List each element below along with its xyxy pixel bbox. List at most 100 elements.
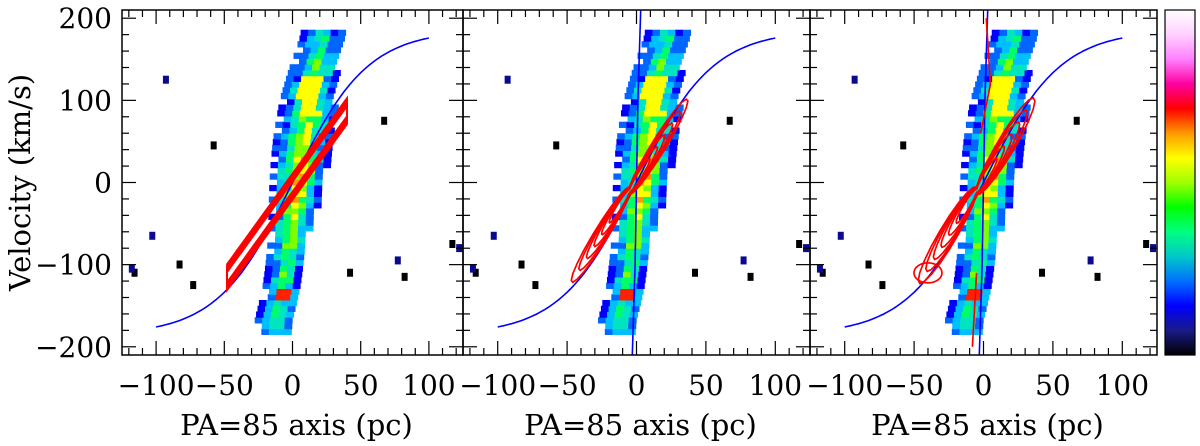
heat-cell bbox=[622, 156, 631, 163]
heat-cell bbox=[947, 305, 957, 312]
heat-cell bbox=[649, 225, 658, 232]
heat-cell bbox=[291, 196, 300, 203]
heat-cell bbox=[276, 184, 285, 192]
heat-cell bbox=[312, 87, 321, 94]
heat-cell bbox=[327, 87, 336, 94]
heat-cell bbox=[622, 311, 631, 318]
x-tick-label: −50 bbox=[195, 369, 254, 402]
heat-cell bbox=[315, 75, 324, 82]
heat-cell bbox=[323, 29, 332, 36]
noise-pixel bbox=[1094, 272, 1101, 281]
heat-cell bbox=[679, 41, 688, 48]
heat-cell bbox=[962, 144, 971, 151]
heat-cell bbox=[282, 121, 291, 128]
heat-cell bbox=[305, 225, 314, 232]
heat-cell bbox=[627, 288, 636, 295]
heat-cell bbox=[666, 81, 675, 88]
heat-cell bbox=[658, 81, 667, 88]
x-tick-label: 0 bbox=[284, 369, 302, 402]
heat-cell bbox=[280, 259, 289, 266]
heat-cell bbox=[623, 265, 632, 272]
heat-cell bbox=[264, 265, 273, 272]
heat-cell bbox=[968, 161, 977, 169]
heat-cell bbox=[1015, 52, 1024, 59]
heat-cell bbox=[973, 236, 982, 243]
heat-cell bbox=[613, 282, 622, 289]
noise-pixel bbox=[472, 268, 479, 277]
heat-cell bbox=[315, 104, 324, 111]
heat-cell bbox=[642, 213, 651, 220]
x-axis-label: PA=85 axis (pc) bbox=[871, 408, 1104, 442]
heat-cell bbox=[989, 196, 999, 203]
heat-cell bbox=[989, 225, 998, 232]
heat-cell bbox=[636, 282, 645, 289]
heat-cell bbox=[625, 253, 634, 261]
heat-cell bbox=[650, 207, 659, 215]
heat-cell bbox=[1014, 104, 1024, 111]
heat-cell bbox=[626, 230, 635, 238]
heat-cell bbox=[304, 64, 313, 71]
y-axis bbox=[122, 17, 463, 348]
heat-cell bbox=[317, 69, 326, 77]
heat-cell bbox=[649, 87, 658, 94]
heat-cell bbox=[331, 75, 340, 82]
heat-cell bbox=[306, 81, 315, 88]
heat-cell bbox=[997, 202, 1006, 209]
heat-cell bbox=[278, 311, 287, 318]
y-tick-label: −100 bbox=[35, 249, 112, 282]
heat-cell bbox=[1002, 92, 1011, 100]
heat-cell bbox=[614, 311, 623, 318]
noise-pixel bbox=[900, 141, 907, 150]
heat-cell bbox=[993, 98, 1002, 105]
heat-cell bbox=[972, 253, 981, 261]
heat-cell bbox=[289, 242, 298, 249]
heat-cell bbox=[677, 69, 686, 77]
heat-cell bbox=[972, 127, 981, 134]
noise-pixel bbox=[401, 272, 408, 281]
heat-cell bbox=[649, 41, 658, 48]
heat-cell bbox=[644, 104, 654, 111]
heat-cell bbox=[620, 184, 629, 192]
noise-pixel bbox=[518, 260, 525, 269]
heat-cell bbox=[628, 322, 637, 330]
heat-cell bbox=[635, 202, 644, 209]
heat-cell bbox=[627, 328, 636, 335]
heat-cell bbox=[639, 259, 648, 266]
heat-cell bbox=[967, 173, 977, 180]
heat-cell bbox=[616, 305, 625, 312]
x-tick-label: 0 bbox=[975, 369, 993, 402]
heat-cell bbox=[285, 161, 294, 169]
heat-cell bbox=[314, 35, 323, 42]
noise-pixel bbox=[796, 240, 803, 248]
heat-cell bbox=[308, 52, 317, 59]
heat-cell bbox=[956, 253, 965, 261]
heat-cell bbox=[615, 144, 624, 151]
heat-cell bbox=[272, 144, 281, 151]
heat-cell bbox=[995, 64, 1004, 71]
contour-line bbox=[940, 132, 1013, 249]
heat-cell bbox=[1013, 81, 1022, 88]
heat-cell bbox=[313, 115, 322, 123]
heat-cell bbox=[312, 64, 321, 71]
heat-cell bbox=[643, 184, 652, 192]
x-axis bbox=[128, 10, 457, 355]
heat-cell bbox=[967, 179, 976, 186]
heat-cell bbox=[638, 271, 647, 278]
heat-cell bbox=[1020, 58, 1029, 65]
heat-cell bbox=[608, 305, 617, 312]
heat-cell bbox=[321, 58, 330, 65]
heat-cell bbox=[276, 288, 285, 295]
heat-cell bbox=[628, 110, 637, 117]
heat-cell bbox=[999, 75, 1008, 82]
heat-cell bbox=[305, 121, 314, 128]
heat-cell bbox=[280, 138, 289, 146]
heat-cell bbox=[986, 138, 995, 146]
y-tick-label: 100 bbox=[59, 84, 112, 117]
heat-cell bbox=[273, 253, 282, 261]
heat-cell bbox=[642, 115, 651, 123]
heat-cell bbox=[1018, 64, 1027, 71]
heat-cell bbox=[643, 81, 652, 88]
heat-cell bbox=[952, 317, 961, 324]
heat-cell bbox=[997, 58, 1006, 65]
